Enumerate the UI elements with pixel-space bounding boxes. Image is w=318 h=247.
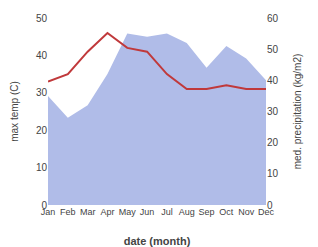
svg-text:Jun: Jun	[140, 207, 155, 217]
svg-text:max temp (C): max temp (C)	[9, 81, 20, 142]
svg-text:30: 30	[267, 106, 279, 117]
svg-text:40: 40	[36, 50, 48, 61]
svg-text:Aug: Aug	[179, 207, 195, 217]
svg-text:Apr: Apr	[100, 207, 114, 217]
svg-text:0: 0	[267, 200, 273, 211]
svg-text:40: 40	[267, 75, 279, 86]
svg-text:60: 60	[267, 13, 279, 24]
svg-text:20: 20	[267, 137, 279, 148]
svg-text:20: 20	[36, 125, 48, 136]
svg-text:Nov: Nov	[238, 207, 255, 217]
svg-text:Dec: Dec	[258, 207, 275, 217]
svg-text:50: 50	[267, 44, 279, 55]
svg-text:med. precipitation (kg/m2): med. precipitation (kg/m2)	[292, 54, 303, 170]
svg-text:Oct: Oct	[219, 207, 234, 217]
svg-text:Feb: Feb	[60, 207, 76, 217]
svg-text:date (month): date (month)	[124, 235, 191, 247]
svg-text:Jan: Jan	[41, 207, 56, 217]
svg-text:10: 10	[36, 162, 48, 173]
svg-text:10: 10	[267, 168, 279, 179]
svg-text:Jul: Jul	[161, 207, 173, 217]
svg-text:50: 50	[36, 13, 48, 24]
svg-text:0: 0	[41, 200, 47, 211]
svg-text:30: 30	[36, 87, 48, 98]
svg-text:May: May	[119, 207, 137, 217]
svg-text:Sep: Sep	[199, 207, 215, 217]
svg-text:Mar: Mar	[80, 207, 96, 217]
